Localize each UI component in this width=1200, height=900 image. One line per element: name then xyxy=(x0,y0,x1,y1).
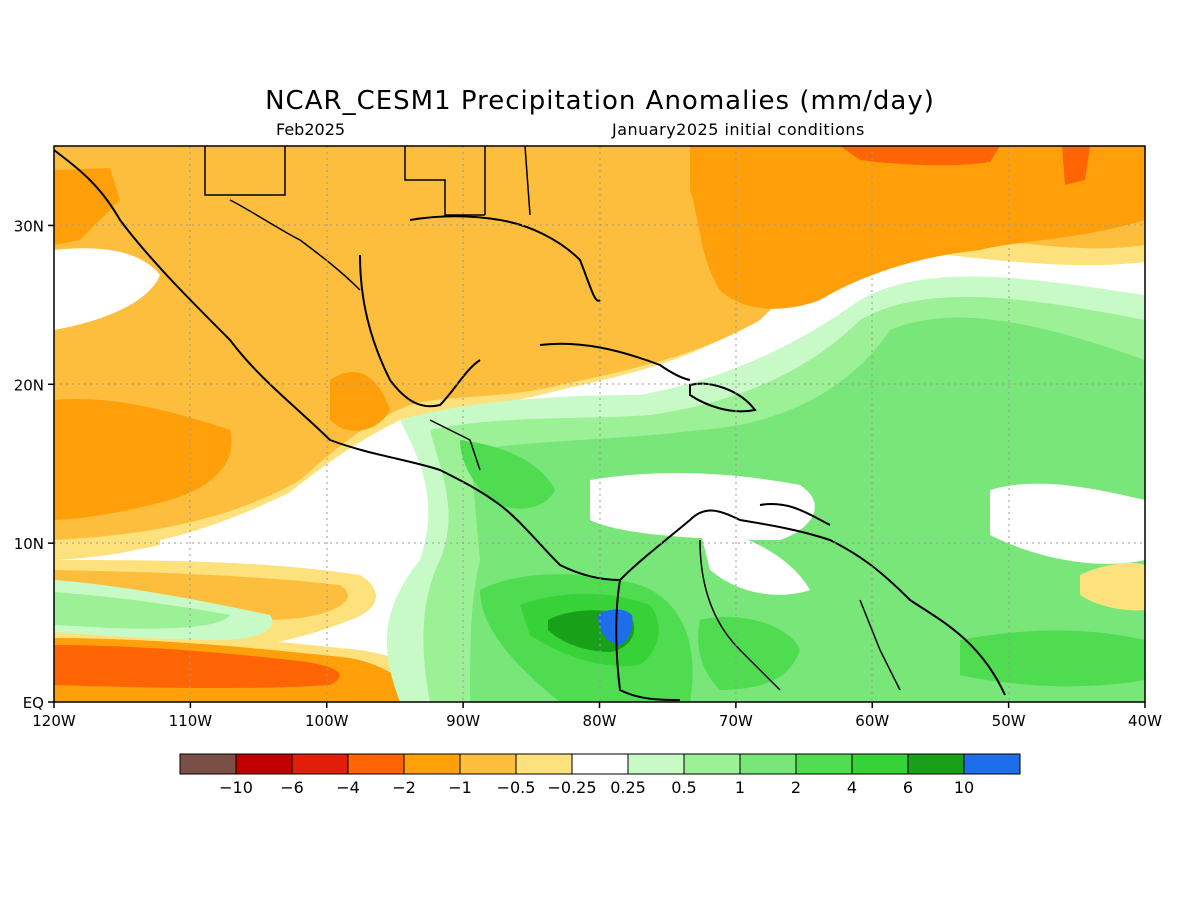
x-tick-label: 40W xyxy=(1128,712,1162,730)
colorbar-swatch xyxy=(347,753,405,775)
colorbar-swatch xyxy=(739,753,797,775)
colorbar-label: −6 xyxy=(280,778,304,797)
initial-conditions: January2025 initial conditions xyxy=(612,120,865,139)
colorbar-swatch xyxy=(571,753,629,775)
colorbar-swatch xyxy=(235,753,293,775)
colorbar-swatch xyxy=(795,753,853,775)
x-tick-label: 100W xyxy=(305,712,349,730)
colorbar-label: −4 xyxy=(336,778,360,797)
x-tick-label: 120W xyxy=(32,712,76,730)
colorbar-label: −2 xyxy=(392,778,416,797)
colorbar-label: −1 xyxy=(448,778,472,797)
colorbar-swatch xyxy=(683,753,741,775)
forecast-month: Feb2025 xyxy=(276,120,346,139)
map-grid xyxy=(54,146,1145,702)
x-tick-label: 110W xyxy=(169,712,213,730)
x-tick-label: 50W xyxy=(992,712,1026,730)
colorbar-label: −0.25 xyxy=(547,778,596,797)
colorbar-label: −10 xyxy=(219,778,253,797)
latitude-axis: EQ 10N 20N 30N xyxy=(14,217,54,712)
colorbar-label: 6 xyxy=(903,778,913,797)
colorbar-label: 0.25 xyxy=(610,778,646,797)
colorbar-label: 10 xyxy=(954,778,974,797)
x-tick-label: 90W xyxy=(446,712,480,730)
colorbar-swatch xyxy=(963,753,1021,775)
y-tick-label: 30N xyxy=(14,217,44,235)
colorbar-swatch xyxy=(907,753,965,775)
coastlines xyxy=(54,149,1006,701)
colorbar-label: 0.5 xyxy=(671,778,696,797)
longitude-axis: 120W 110W 100W 90W 80W 70W 60W 50W 40W xyxy=(32,702,1162,730)
colorbar: −10 −6 −4 −2 −1 −0.5 −0.25 0.25 0.5 1 2 4 6 10 xyxy=(179,753,1021,797)
colorbar-swatch xyxy=(403,753,461,775)
colorbar-label: 4 xyxy=(847,778,857,797)
colorbar-swatch xyxy=(459,753,517,775)
colorbar-label: 1 xyxy=(735,778,745,797)
x-tick-label: 60W xyxy=(855,712,889,730)
colorbar-swatch xyxy=(291,753,349,775)
y-tick-label: 10N xyxy=(14,535,44,553)
y-tick-label: 20N xyxy=(14,376,44,394)
colorbar-label: 2 xyxy=(791,778,801,797)
colorbar-swatch xyxy=(627,753,685,775)
x-tick-label: 70W xyxy=(719,712,753,730)
chart-title: NCAR_CESM1 Precipitation Anomalies (mm/d… xyxy=(265,86,935,116)
colorbar-swatch xyxy=(179,753,237,775)
anomaly-field xyxy=(54,146,1145,702)
x-tick-label: 80W xyxy=(583,712,617,730)
y-tick-label: EQ xyxy=(23,694,44,712)
colorbar-label: −0.5 xyxy=(497,778,536,797)
political-borders xyxy=(204,146,901,691)
colorbar-swatch xyxy=(515,753,573,775)
colorbar-swatch xyxy=(851,753,909,775)
